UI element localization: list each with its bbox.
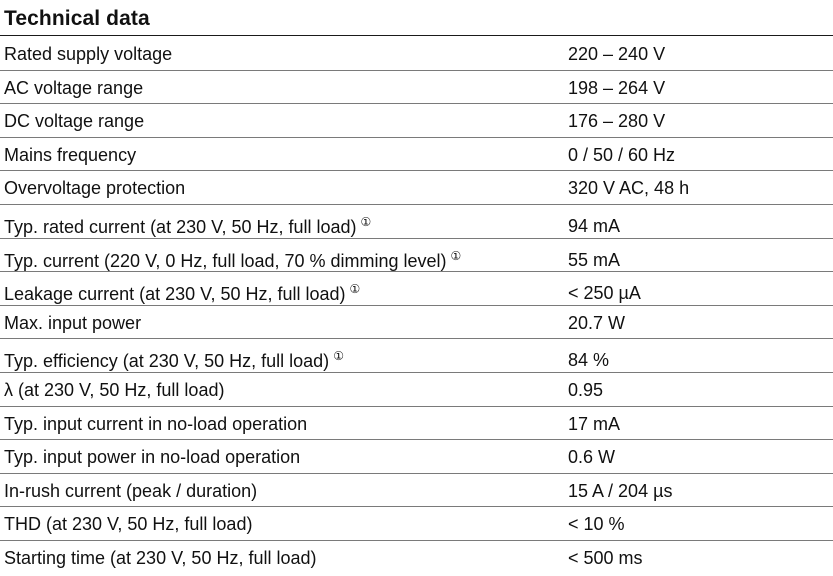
parameter-value: 0 / 50 / 60 Hz — [568, 144, 676, 165]
parameter-value: 0.95 — [568, 379, 604, 400]
page-title: Technical data — [4, 7, 150, 30]
parameter-label: Starting time (at 230 V, 50 Hz, full loa… — [4, 547, 317, 568]
table-row: In-rush current (peak / duration) 15 A /… — [0, 474, 833, 508]
table-row: Typ. current (220 V, 0 Hz, full load, 70… — [0, 239, 833, 273]
parameter-value: 320 V AC, 48 h — [568, 178, 690, 199]
parameter-label: Max. input power — [4, 312, 142, 333]
table-row: Typ. rated current (at 230 V, 50 Hz, ful… — [0, 205, 833, 239]
table-row: Max. input power 20.7 W — [0, 306, 833, 340]
parameter-value: 20.7 W — [568, 312, 626, 333]
table-row: Typ. efficiency (at 230 V, 50 Hz, full l… — [0, 339, 833, 373]
footnote-marker: ① — [450, 248, 462, 263]
parameter-label: Typ. input power in no-load operation — [4, 447, 301, 468]
parameter-label: DC voltage range — [4, 111, 145, 132]
parameter-value: 0.6 W — [568, 447, 616, 468]
parameter-label: Leakage current (at 230 V, 50 Hz, full l… — [4, 282, 361, 305]
parameter-value: 220 – 240 V — [568, 44, 666, 64]
parameter-value: < 250 µA — [568, 283, 641, 304]
table-row: Starting time (at 230 V, 50 Hz, full loa… — [0, 541, 833, 575]
parameter-label: Mains frequency — [4, 144, 137, 165]
parameter-value: 94 mA — [568, 215, 621, 236]
footnote-marker: ① — [349, 282, 361, 297]
footnote-marker: ① — [360, 214, 372, 229]
footnote-marker: ① — [333, 349, 344, 364]
parameter-value: 55 mA — [568, 249, 621, 270]
parameter-label: Typ. input current in no-load operation — [4, 413, 308, 434]
table-row: THD (at 230 V, 50 Hz, full load) < 10 % — [0, 507, 833, 541]
parameter-value: 15 A / 204 µs — [568, 480, 673, 501]
parameter-label: Typ. current (220 V, 0 Hz, full load, 70… — [4, 248, 462, 271]
parameter-value: 198 – 264 V — [568, 77, 666, 98]
parameter-value: 176 – 280 V — [568, 111, 666, 132]
parameter-label: Typ. efficiency (at 230 V, 50 Hz, full l… — [4, 349, 344, 372]
parameter-value: < 500 ms — [568, 547, 643, 568]
parameter-label: AC voltage range — [4, 77, 144, 98]
table-row: Rated supply voltage 220 – 240 V — [0, 37, 833, 71]
parameter-label: In-rush current (peak / duration) — [4, 480, 258, 501]
parameter-label: λ (at 230 V, 50 Hz, full load) — [4, 379, 225, 400]
parameter-label: Rated supply voltage — [4, 44, 173, 64]
parameter-value: < 10 % — [568, 514, 625, 535]
table-row: Typ. input power in no-load operation 0.… — [0, 440, 833, 474]
technical-data-table: Rated supply voltage 220 – 240 V AC volt… — [0, 37, 833, 575]
parameter-value: 17 mA — [568, 413, 621, 434]
table-row: Typ. input current in no-load operation … — [0, 407, 833, 441]
table-row: AC voltage range 198 – 264 V — [0, 71, 833, 105]
table-row: Leakage current (at 230 V, 50 Hz, full l… — [0, 272, 833, 306]
parameter-value: 84 % — [568, 350, 610, 371]
parameter-label: Typ. rated current (at 230 V, 50 Hz, ful… — [4, 214, 372, 237]
table-row: λ (at 230 V, 50 Hz, full load) 0.95 — [0, 373, 833, 407]
table-row: DC voltage range 176 – 280 V — [0, 104, 833, 138]
table-row: Mains frequency 0 / 50 / 60 Hz — [0, 138, 833, 172]
table-row: Overvoltage protection 320 V AC, 48 h — [0, 171, 833, 205]
title-divider — [0, 35, 833, 36]
parameter-label: THD (at 230 V, 50 Hz, full load) — [4, 514, 253, 535]
parameter-label: Overvoltage protection — [4, 178, 186, 199]
